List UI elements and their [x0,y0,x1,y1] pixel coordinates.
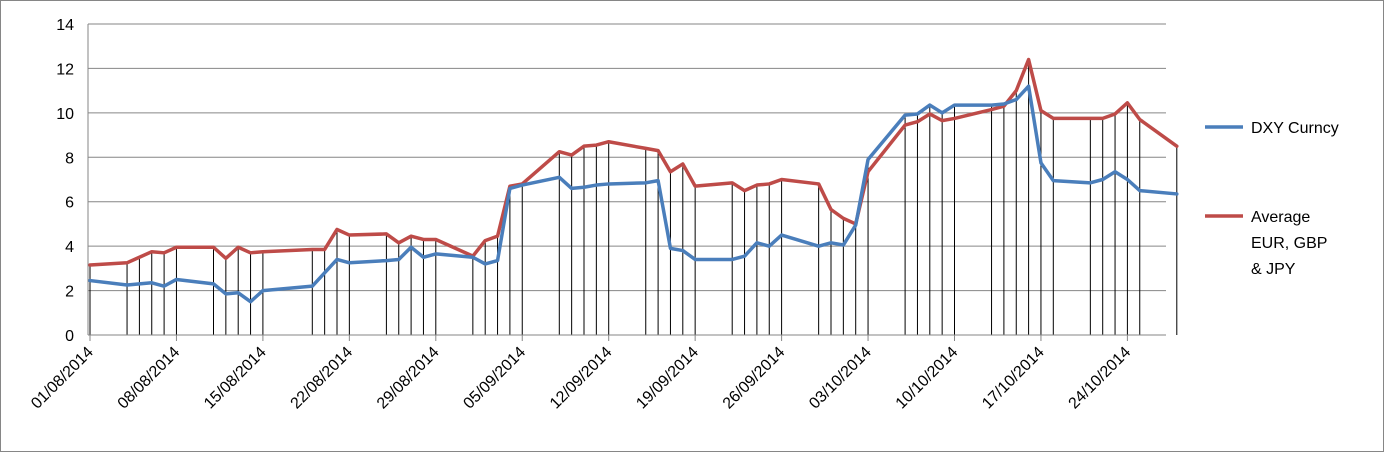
axes [87,24,1166,341]
legend: DXY Curncy Average EUR, GBP & JPY [1205,120,1339,278]
y-tick-label: 14 [56,17,74,34]
legend-label: DXY Curncy [1251,120,1339,137]
x-tick-label: 08/08/2014 [115,344,184,413]
y-tick-label: 0 [65,328,74,345]
x-tick-label: 17/10/2014 [979,344,1048,413]
x-tick-label: 01/08/2014 [28,344,97,413]
x-tick-label: 03/10/2014 [806,344,875,413]
y-tick-label: 6 [65,195,74,212]
y-tick-label: 12 [56,61,74,78]
y-tick-label: 8 [65,150,74,167]
x-tick-label: 24/10/2014 [1066,344,1135,413]
x-tick-label: 05/09/2014 [460,344,529,413]
legend-label: Average EUR, GBP & JPY [1251,209,1327,278]
x-tick-label: 29/08/2014 [374,344,443,413]
x-axis-tick-labels: 01/08/2014 08/08/2014 15/08/2014 22/08/2014… [28,344,1134,413]
series-line [88,84,1179,304]
x-tick-label: 12/09/2014 [547,344,616,413]
x-tick-label: 15/08/2014 [201,344,270,413]
y-axis-tick-labels: 0 2 4 6 8 10 12 14 [56,17,74,345]
x-tick-label: 26/09/2014 [720,344,789,413]
x-tick-label: 10/10/2014 [893,344,962,413]
series-lines [88,57,1179,304]
y-tick-label: 10 [56,106,74,123]
series-line [88,57,1179,267]
x-tick-label: 22/08/2014 [288,344,357,413]
y-tick-label: 2 [65,284,74,301]
x-tick-label: 19/09/2014 [633,344,702,413]
y-tick-label: 4 [65,239,74,256]
